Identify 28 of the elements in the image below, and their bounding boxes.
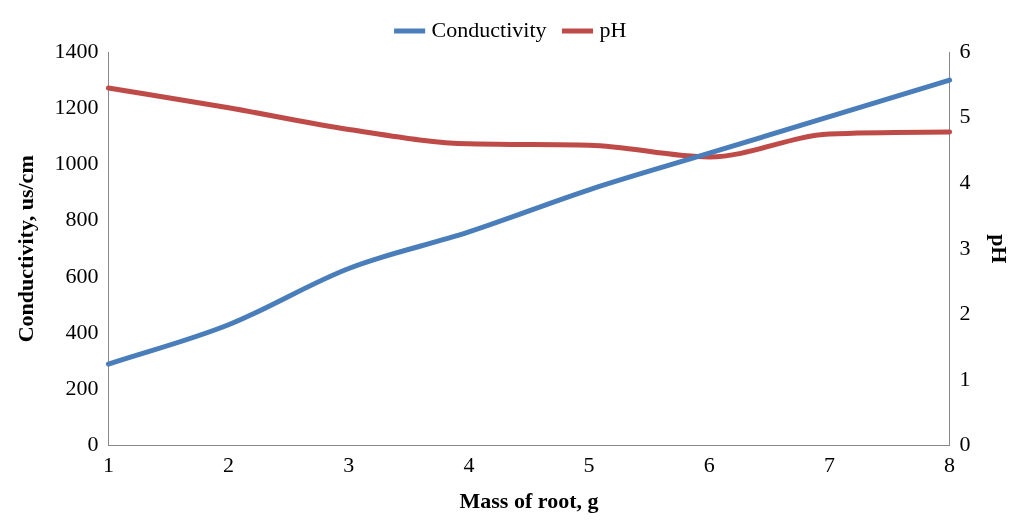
x-tick-label: 6 xyxy=(703,452,715,478)
y-tick-label: 400 xyxy=(65,318,99,344)
y-tick-label: 1200 xyxy=(54,94,99,120)
y-tick-label: 1000 xyxy=(54,150,99,176)
x-tick-label: 1 xyxy=(102,452,114,478)
y-tick-label: 0 xyxy=(87,431,99,457)
y-axis-title: Conductivity, us/cm xyxy=(12,155,38,343)
y2-tick-label: 5 xyxy=(959,103,971,129)
y2-tick-label: 3 xyxy=(959,234,971,260)
y-tick-label: 600 xyxy=(65,262,99,288)
x-tick-label: 7 xyxy=(823,452,835,478)
y-tick-label: 200 xyxy=(65,375,99,401)
x-axis-title: Mass of root, g xyxy=(459,488,599,514)
x-tick-label: 8 xyxy=(944,452,956,478)
y2-tick-label: 1 xyxy=(959,365,971,391)
y2-axis-title: pH xyxy=(987,234,1013,264)
y2-tick-label: 0 xyxy=(959,431,971,457)
y-tick-label: 800 xyxy=(65,206,99,232)
x-tick-label: 3 xyxy=(343,452,355,478)
legend-label: Conductivity xyxy=(431,16,547,42)
x-tick-label: 2 xyxy=(223,452,235,478)
y2-tick-label: 4 xyxy=(959,168,971,194)
x-tick-label: 4 xyxy=(463,452,475,478)
y2-tick-label: 6 xyxy=(959,37,971,63)
y2-tick-label: 2 xyxy=(959,300,971,326)
x-tick-label: 5 xyxy=(583,452,595,478)
y-tick-label: 1400 xyxy=(54,37,99,63)
legend-label: pH xyxy=(599,16,627,42)
